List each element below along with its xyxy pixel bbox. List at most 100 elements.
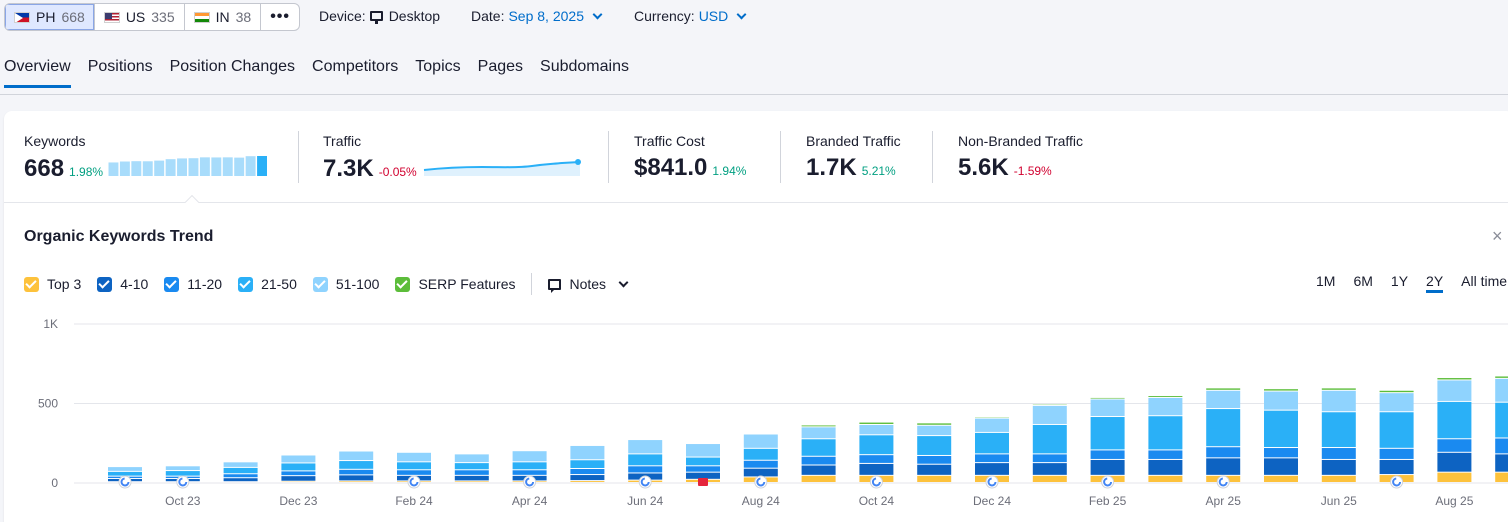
bar-segment[interactable]	[743, 468, 778, 477]
bar-segment[interactable]	[1495, 472, 1508, 482]
bar-segment[interactable]	[339, 461, 374, 469]
bar-segment[interactable]	[1206, 458, 1241, 475]
bar-segment[interactable]	[281, 471, 316, 476]
tab-position-changes[interactable]: Position Changes	[169, 58, 296, 75]
bar-segment[interactable]	[917, 464, 952, 475]
bar-segment[interactable]	[686, 472, 720, 479]
legend-4-10[interactable]: 4-10	[97, 276, 148, 292]
bar-segment[interactable]	[165, 466, 200, 471]
bar-segment[interactable]	[975, 454, 1009, 463]
bar-segment[interactable]	[1495, 402, 1508, 438]
bar-segment[interactable]	[1321, 459, 1356, 475]
bar-segment[interactable]	[801, 425, 836, 427]
bar-segment[interactable]	[1206, 390, 1241, 409]
bar-segment[interactable]	[1379, 393, 1414, 412]
metric-branded-traffic[interactable]: Branded Traffic 1.7K 5.21%	[806, 133, 901, 182]
bar-segment[interactable]	[686, 444, 720, 457]
range-all-time[interactable]: All time	[1461, 273, 1508, 289]
bar-segment[interactable]	[1379, 390, 1414, 393]
database-us-button[interactable]: US 335	[95, 4, 185, 30]
bar-segment[interactable]	[281, 455, 316, 463]
metric-traffic[interactable]: Traffic 7.3K -0.05%	[323, 133, 582, 183]
bar-segment[interactable]	[1264, 410, 1298, 448]
tab-positions[interactable]: Positions	[87, 58, 153, 75]
bar-segment[interactable]	[1495, 454, 1508, 472]
bar-segment[interactable]	[1264, 475, 1298, 482]
metric-keywords[interactable]: Keywords 668 1.98%	[24, 133, 268, 183]
bar-segment[interactable]	[743, 434, 778, 448]
bar-segment[interactable]	[975, 463, 1009, 475]
bar-segment[interactable]	[859, 435, 894, 455]
metric-non-branded-traffic[interactable]: Non-Branded Traffic 5.6K -1.59%	[958, 133, 1083, 182]
legend-11-20[interactable]: 11-20	[164, 276, 222, 292]
bar-segment[interactable]	[570, 469, 605, 475]
bar-segment[interactable]	[1032, 463, 1067, 475]
bar-segment[interactable]	[917, 475, 952, 482]
range-1m[interactable]: 1M	[1316, 273, 1336, 289]
bar-segment[interactable]	[454, 454, 489, 463]
bar-segment[interactable]	[743, 448, 778, 460]
bar-segment[interactable]	[801, 439, 836, 456]
bar-segment[interactable]	[454, 470, 489, 475]
bar-segment[interactable]	[397, 462, 431, 470]
bar-segment[interactable]	[1032, 454, 1067, 463]
tab-competitors[interactable]: Competitors	[312, 58, 399, 75]
bar-segment[interactable]	[917, 455, 952, 464]
bar-segment[interactable]	[743, 460, 778, 468]
bar-segment[interactable]	[1090, 417, 1125, 450]
bar-segment[interactable]	[1437, 401, 1472, 439]
close-icon[interactable]: ×	[1492, 226, 1503, 246]
bar-segment[interactable]	[454, 475, 489, 481]
bar-segment[interactable]	[512, 451, 547, 462]
bar-segment[interactable]	[223, 467, 258, 474]
bar-segment[interactable]	[1206, 409, 1241, 447]
bar-segment[interactable]	[512, 462, 547, 470]
bar-segment[interactable]	[859, 424, 894, 435]
bar-segment[interactable]	[917, 423, 952, 425]
bar-segment[interactable]	[686, 457, 720, 466]
bar-segment[interactable]	[339, 481, 374, 482]
bar-segment[interactable]	[801, 465, 836, 475]
bar-segment[interactable]	[628, 454, 663, 466]
note-marker-icon[interactable]	[698, 478, 708, 486]
bar-segment[interactable]	[1264, 458, 1298, 475]
metric-traffic-cost[interactable]: Traffic Cost $841.0 1.94%	[634, 133, 746, 182]
range-1y[interactable]: 1Y	[1390, 273, 1409, 289]
tab-pages[interactable]: Pages	[477, 58, 524, 75]
bar-segment[interactable]	[1379, 412, 1414, 448]
date-filter[interactable]: Date: Sep 8, 2025	[471, 8, 603, 24]
device-filter[interactable]: Device: Desktop	[319, 8, 440, 24]
bar-segment[interactable]	[628, 440, 663, 454]
bar-segment[interactable]	[570, 445, 605, 460]
bar-segment[interactable]	[1090, 397, 1125, 399]
bar-segment[interactable]	[512, 470, 547, 475]
bar-segment[interactable]	[1321, 388, 1356, 390]
bar-segment[interactable]	[454, 463, 489, 470]
bar-segment[interactable]	[1206, 447, 1241, 458]
bar-segment[interactable]	[1264, 448, 1298, 458]
bar-segment[interactable]	[1437, 378, 1472, 380]
bar-segment[interactable]	[1437, 452, 1472, 472]
bar-segment[interactable]	[1032, 405, 1067, 424]
keywords-trend-chart[interactable]: 0 500 1K Oct 23 Dec 23 Feb 24 Apr 24 Jun 24 Aug …	[0, 311, 1508, 522]
bar-segment[interactable]	[1090, 450, 1125, 459]
bar-segment[interactable]	[628, 466, 663, 473]
database-ph-button[interactable]: PH 668	[5, 4, 95, 30]
tab-overview[interactable]: Overview	[4, 58, 71, 88]
bar-segment[interactable]	[1437, 472, 1472, 482]
bar-segment[interactable]	[454, 481, 489, 482]
bar-segment[interactable]	[1321, 475, 1356, 482]
bar-segment[interactable]	[686, 466, 720, 472]
legend-serp-features[interactable]: SERP Features	[395, 276, 515, 292]
legend-top-3[interactable]: Top 3	[24, 276, 81, 292]
legend-21-50[interactable]: 21-50	[238, 276, 297, 292]
bar-segment[interactable]	[1090, 459, 1125, 475]
bar-segment[interactable]	[1032, 475, 1067, 482]
bar-segment[interactable]	[223, 478, 258, 482]
legend-51-100[interactable]: 51-100	[312, 276, 379, 292]
bar-segment[interactable]	[975, 418, 1009, 432]
more-databases-button[interactable]: •••	[261, 4, 299, 30]
bar-segment[interactable]	[1495, 376, 1508, 378]
bar-segment[interactable]	[1495, 438, 1508, 454]
bar-segment[interactable]	[1379, 448, 1414, 459]
